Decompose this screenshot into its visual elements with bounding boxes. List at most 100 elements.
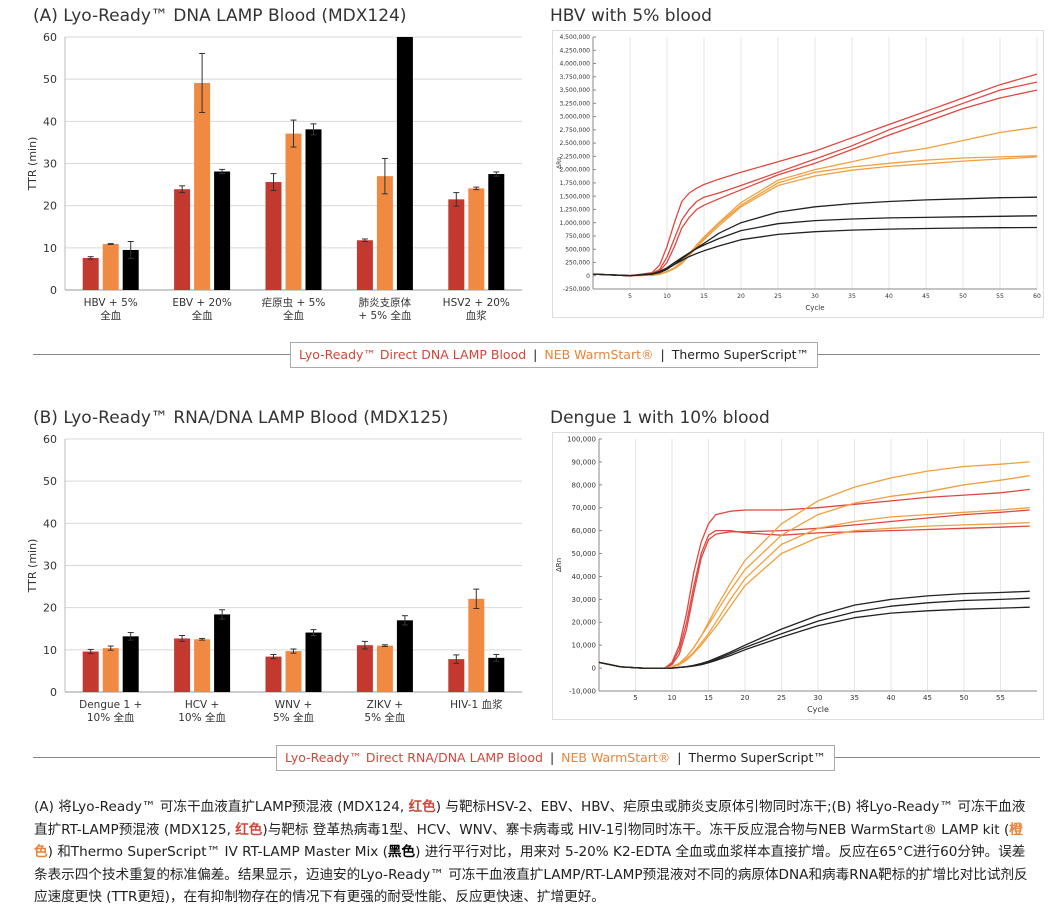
y-tick-label: 10	[43, 644, 57, 657]
caption-part: ) 与靶标HSV-2、EBV、HBV、疟原虫或肺炎支原体引物同时冻干;(B) 将…	[34, 799, 1026, 838]
x-tick-label: Dengue 1 +	[79, 699, 142, 711]
bar	[488, 657, 505, 692]
x-tick-label: 5	[628, 293, 632, 300]
x-tick-label: 30	[814, 694, 823, 702]
series-line	[598, 590, 1030, 669]
y-tick-label: 2,000,000	[559, 167, 590, 174]
y-tick-label: 40	[43, 517, 57, 530]
y-axis-title: TTR (min)	[26, 137, 39, 192]
y-tick-label: 60	[43, 31, 57, 44]
y-tick-label: 50,000	[572, 550, 597, 558]
x-tick-label: 40	[885, 293, 893, 300]
bar	[122, 249, 139, 290]
y-tick-label: 10,000	[572, 642, 597, 650]
bar	[448, 659, 465, 692]
y-tick-label: 750,000	[565, 233, 590, 240]
x-tick-label: WNV +	[275, 699, 313, 711]
x-tick-label: 10	[663, 293, 671, 300]
bar	[102, 648, 119, 692]
y-tick-label: 2,250,000	[559, 153, 590, 160]
x-tick-label: 25	[774, 293, 782, 300]
x-tick-label: 10% 全血	[178, 711, 226, 724]
y-tick-label: 40,000	[572, 573, 597, 581]
x-tick-label: 15	[704, 694, 713, 702]
x-axis-title: Cycle	[805, 304, 824, 312]
caption-part: ) 和Thermo SuperScript™ IV RT-LAMP Master…	[47, 844, 388, 861]
y-tick-label: 500,000	[565, 246, 590, 253]
y-tick-label: 60	[43, 433, 57, 446]
legend-a-orange: NEB WarmStart®	[544, 347, 654, 362]
y-tick-label: 0	[50, 284, 57, 297]
bar	[305, 632, 322, 692]
bar	[468, 188, 485, 290]
series-line	[592, 81, 1038, 277]
bar	[285, 651, 302, 692]
legend-b-sep: |	[549, 750, 555, 765]
caption-red: 红色	[408, 799, 436, 815]
y-tick-label: 3,000,000	[559, 114, 590, 121]
bar	[265, 656, 282, 692]
y-tick-label: 20	[43, 602, 57, 615]
x-tick-label: 50	[960, 694, 969, 702]
series-line	[598, 525, 1030, 669]
legend-b: Lyo-Ready™ Direct RNA/DNA LAMP Blood | N…	[276, 745, 835, 771]
series-line	[598, 461, 1030, 669]
bar	[214, 614, 231, 692]
y-tick-label: 30,000	[572, 596, 597, 604]
x-tick-label: HIV-1 血浆	[450, 698, 503, 711]
bar	[468, 598, 485, 692]
x-tick-label: 25	[777, 694, 786, 702]
legend-a-sep: |	[660, 347, 665, 362]
x-tick-label: EBV + 20%	[172, 297, 232, 309]
figure-caption: (A) 将Lyo-Ready™ 可冻干血液直扩LAMP预混液 (MDX124, …	[34, 796, 1034, 909]
x-tick-label: 全血	[283, 309, 304, 322]
y-tick-label: 3,750,000	[559, 74, 590, 81]
y-tick-label: 60,000	[572, 527, 597, 535]
x-tick-label: 60	[1033, 293, 1041, 300]
y-tick-label: 0	[592, 665, 596, 673]
caption-part: (A) 将Lyo-Ready™ 可冻干血液直扩LAMP预混液 (MDX124,	[34, 799, 409, 815]
y-tick-label: 90,000	[572, 458, 597, 466]
x-tick-label: 全血	[100, 309, 121, 322]
x-tick-label: 45	[923, 694, 932, 702]
x-tick-label: 10% 全血	[87, 711, 135, 724]
legend-a-black: Thermo SuperScript™	[671, 347, 810, 362]
bar	[356, 645, 373, 692]
x-tick-label: 肺炎支原体	[359, 297, 412, 309]
bar	[102, 244, 119, 290]
series-line	[592, 156, 1038, 277]
line-chart-b: 5 10 15 20 25 30 35 40 45 50 55 -10,000 0 10,000 20,00…	[555, 435, 1037, 714]
series-line	[598, 475, 1030, 669]
legend-a: Lyo-Ready™ Direct DNA LAMP Blood | NEB W…	[290, 342, 819, 368]
bar	[376, 645, 393, 692]
series-line	[592, 73, 1038, 277]
y-tick-label: 4,000,000	[559, 61, 590, 68]
bar	[174, 638, 191, 692]
y-tick-label: 4,500,000	[559, 34, 590, 41]
caption-part: ) 进行平行对比，用来对 5-20% K2-EDTA 全血或血浆样本直接扩增。反…	[34, 844, 1028, 906]
bar	[214, 171, 231, 290]
x-tick-label: 5% 全血	[273, 711, 314, 724]
y-axis-title: ΔRn	[555, 558, 563, 572]
y-tick-label: -10,000	[569, 687, 596, 695]
y-tick-label: 0	[50, 686, 57, 699]
bar	[265, 182, 282, 290]
line-chart-b-title: Dengue 1 with 10% blood	[550, 408, 770, 428]
y-tick-label: 50	[43, 73, 57, 86]
series-line	[598, 521, 1030, 669]
x-tick-label: 55	[996, 293, 1004, 300]
x-tick-label: 20	[737, 293, 745, 300]
y-tick-label: 20,000	[572, 619, 597, 627]
y-tick-label: 70,000	[572, 504, 597, 512]
x-tick-label: 55	[996, 694, 1005, 702]
x-tick-label: 5% 全血	[364, 711, 405, 724]
x-tick-label: 40	[887, 694, 896, 702]
y-tick-label: 2,750,000	[559, 127, 590, 134]
series-line	[598, 606, 1030, 669]
x-tick-label: 血浆	[466, 309, 487, 322]
y-tick-label: 10	[43, 242, 57, 255]
caption-black: 黑色	[387, 844, 416, 861]
x-tick-label: HBV + 5%	[84, 297, 138, 309]
